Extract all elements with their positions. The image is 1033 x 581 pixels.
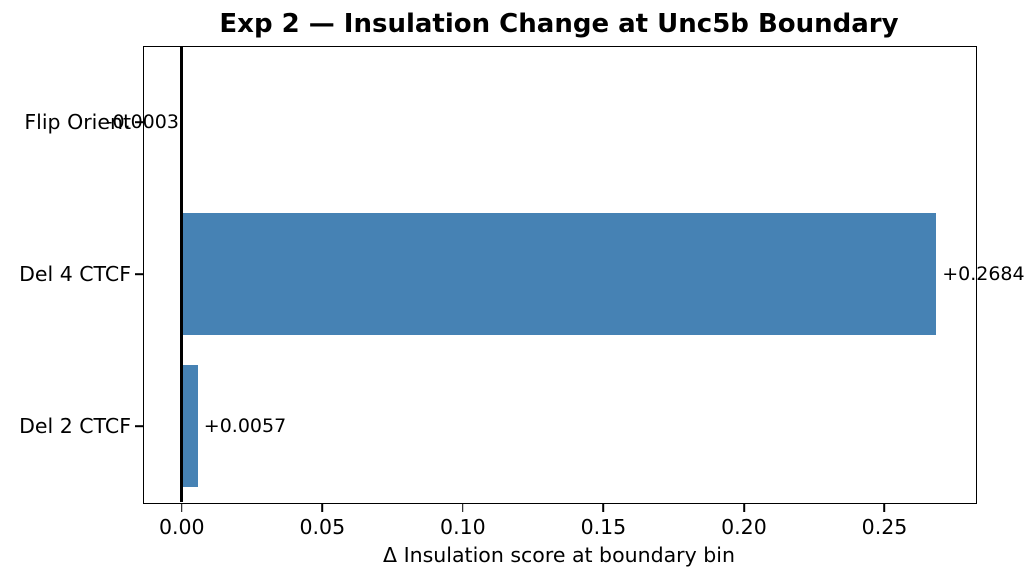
y-tick-mark xyxy=(135,121,143,123)
bar-value-label: +0.0057 xyxy=(203,415,287,437)
x-tick-label-2: 0.10 xyxy=(440,515,486,539)
chart-title: Exp 2 — Insulation Change at Unc5b Bound… xyxy=(219,9,899,39)
x-tick-mark xyxy=(602,503,605,512)
x-tick-label-1: 0.05 xyxy=(299,515,346,539)
x-tick-label-3: 0.15 xyxy=(580,515,627,539)
zero-axis-line xyxy=(180,46,184,502)
x-tick-mark xyxy=(743,503,745,512)
bar-del-4-ctcf xyxy=(181,213,937,335)
y-tick-mark xyxy=(135,425,143,427)
x-tick-mark xyxy=(883,503,886,512)
y-tick-mark xyxy=(135,273,143,275)
x-tick-mark xyxy=(462,503,464,512)
x-tick-mark xyxy=(321,503,324,512)
x-tick-label-0: 0.00 xyxy=(158,515,205,539)
x-tick-mark xyxy=(180,503,183,512)
y-tick-label-1: Del 4 CTCF xyxy=(19,262,131,286)
bar-del-2-ctcf xyxy=(181,365,198,487)
bar-value-label: +0.2684 xyxy=(942,263,1025,285)
x-axis-label: Δ Insulation score at boundary bin xyxy=(383,543,735,567)
y-tick-label-2: Del 2 CTCF xyxy=(19,414,131,438)
x-tick-label-4: 0.20 xyxy=(721,515,767,539)
y-tick-label-0: Flip Orient xyxy=(24,110,131,134)
x-tick-label-5: 0.25 xyxy=(861,515,908,539)
